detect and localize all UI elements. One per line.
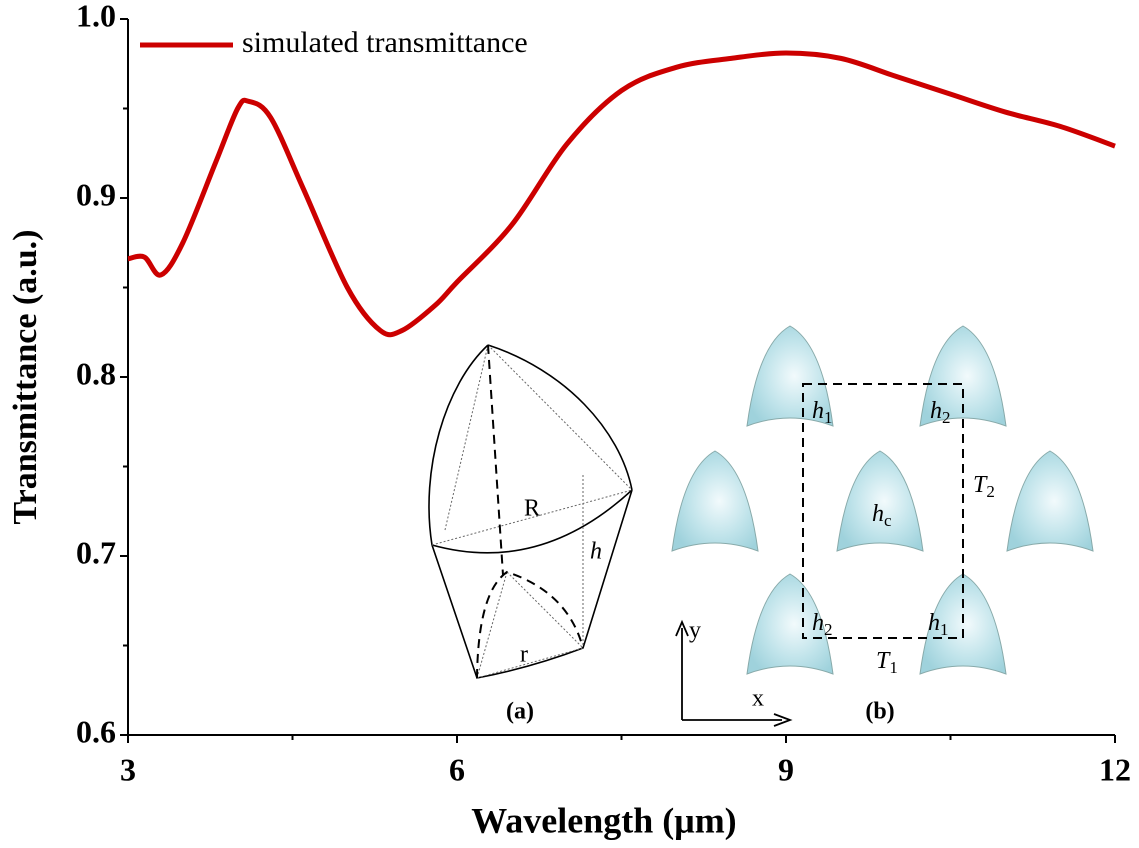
lattice-element [746, 573, 834, 675]
annotation: r [520, 642, 528, 668]
annotation: h1 [812, 398, 833, 427]
x-axis-title: Wavelength (μm) [471, 800, 736, 840]
x-tick-label: 6 [449, 751, 465, 787]
annotation: x [752, 686, 764, 712]
inset-lattice [671, 325, 1094, 727]
x-tick-label: 12 [1099, 751, 1131, 787]
annotation: hc [872, 501, 892, 530]
lattice-element [671, 450, 759, 552]
lattice-element [919, 325, 1007, 427]
annotation: T1 [876, 648, 898, 677]
y-tick-label: 0.6 [76, 713, 116, 749]
lattice-element [919, 573, 1007, 675]
legend-label: simulated transmittance [242, 26, 528, 59]
data-line [127, 50, 1116, 338]
annotation: h2 [930, 398, 951, 427]
annotation: h [590, 539, 602, 565]
annotation: T2 [973, 472, 995, 501]
annotation: h1 [928, 610, 949, 639]
y-tick-label: 1.0 [76, 0, 116, 33]
lattice-element [746, 325, 834, 427]
x-tick-label: 9 [778, 751, 794, 787]
y-tick-label: 0.7 [76, 534, 116, 570]
annotation: h2 [812, 610, 833, 639]
y-tick-label: 0.8 [76, 355, 116, 391]
annotation: (a) [506, 699, 534, 725]
lattice-element [836, 450, 924, 552]
inset-cone [428, 344, 633, 679]
annotation: y [689, 618, 701, 644]
y-tick-label: 0.9 [76, 176, 116, 212]
annotation: R [524, 496, 540, 522]
y-axis-title: Transmittance (a.u.) [7, 230, 44, 525]
annotation: (b) [865, 699, 894, 725]
x-tick-label: 3 [120, 751, 136, 787]
annotations: (a) (b) R h r x y h1 h2 hc h2 h1 T2 T1 [506, 398, 995, 725]
lattice-element [1006, 450, 1094, 552]
